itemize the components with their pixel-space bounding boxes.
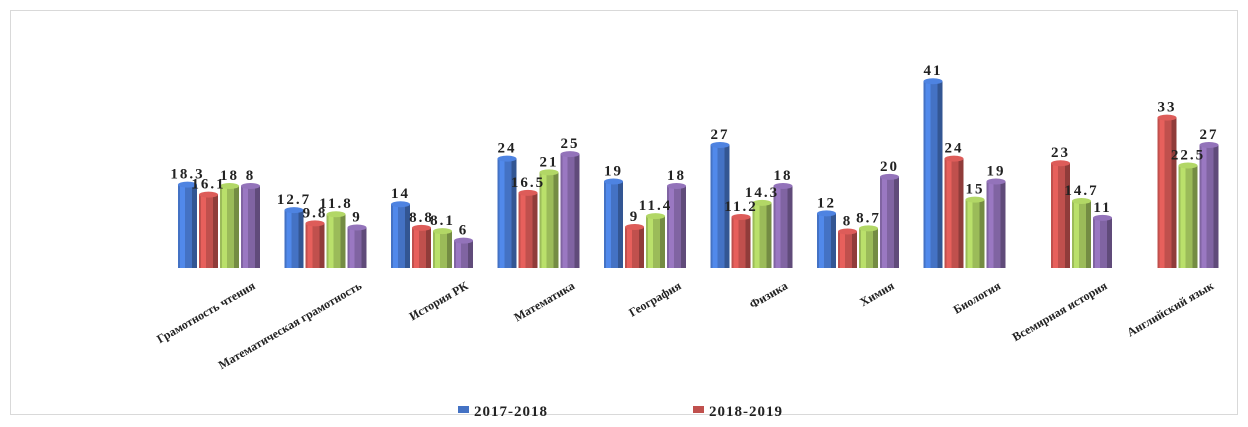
value-label: 8.7 (856, 210, 881, 226)
bar (667, 183, 686, 268)
value-label: 27 (1200, 127, 1219, 143)
value-label: 14.7 (1064, 183, 1098, 199)
bar (1178, 162, 1198, 268)
bar (731, 213, 751, 268)
value-label: 8 (843, 214, 853, 230)
value-label: 16.1 (191, 177, 225, 193)
value-label: 24 (498, 141, 517, 157)
category-label: Всемирная история (1010, 278, 1110, 344)
bar (986, 178, 1006, 268)
value-label: 14 (391, 186, 410, 202)
bar (412, 224, 431, 268)
value-label: 24 (945, 141, 964, 157)
value-label: 18 (220, 168, 239, 184)
value-label: 11.4 (639, 198, 672, 214)
legend-label: 2018-2019 (709, 404, 783, 420)
value-label: 33 (1158, 100, 1177, 116)
value-label: 8.1 (430, 213, 455, 229)
bar (539, 169, 559, 268)
bars-layer (178, 78, 1219, 269)
bar (241, 183, 260, 268)
bar (518, 189, 538, 268)
value-label: 20 (880, 159, 899, 175)
category-label: Английский язык (1124, 278, 1216, 339)
legend: 2017-2018 2018-2019 (458, 404, 783, 420)
bar (199, 191, 218, 268)
value-label: 19 (987, 163, 1006, 179)
category-label: Физика (747, 278, 790, 311)
bar (305, 220, 325, 268)
value-label: 18 (667, 168, 686, 184)
legend-swatch (458, 406, 469, 413)
value-label: 8.8 (409, 210, 434, 226)
legend-item: 2018-2019 (693, 404, 783, 420)
value-label: 21 (540, 154, 559, 170)
bar (1072, 198, 1091, 268)
bar (1093, 214, 1112, 268)
bar (454, 237, 473, 268)
category-label: История РК (407, 278, 471, 323)
legend-item: 2017-2018 (458, 404, 548, 420)
category-label: География (626, 278, 684, 319)
value-label: 27 (711, 127, 730, 143)
value-label: 11.2 (724, 199, 757, 215)
bar (838, 228, 857, 268)
bar (710, 142, 730, 268)
bar (923, 78, 943, 268)
bar (646, 213, 665, 268)
value-label: 12.7 (277, 192, 311, 208)
value-label: 16.5 (511, 175, 545, 191)
bar (944, 155, 964, 268)
bar (880, 173, 899, 268)
value-label: 22.5 (1171, 148, 1205, 164)
category-label: Математика (511, 278, 577, 324)
value-label: 9 (352, 209, 362, 225)
bar (604, 178, 623, 268)
bar (560, 151, 580, 268)
category-label: Грамотность чтения (154, 278, 258, 346)
value-label: 8 (246, 168, 256, 184)
bar (859, 225, 878, 268)
bar (178, 181, 197, 268)
bar (773, 183, 793, 268)
value-label: 23 (1051, 145, 1070, 161)
value-label: 18.3 (170, 167, 204, 183)
legend-label: 2017-2018 (474, 404, 548, 420)
bar (284, 207, 304, 268)
bar (965, 196, 985, 268)
legend-swatch (693, 406, 704, 413)
value-label: 19 (604, 163, 623, 179)
value-label: 11.8 (319, 196, 352, 212)
value-label: 41 (924, 63, 943, 79)
bar (220, 183, 239, 268)
value-label: 18 (774, 168, 793, 184)
bar (347, 224, 367, 268)
bar (433, 228, 452, 268)
value-label: 14.3 (745, 185, 779, 201)
bar (1051, 160, 1070, 268)
value-labels-layer: 18.316.118 812.79.811.89148.88.162416.521… (170, 63, 1219, 239)
value-label: 6 (459, 223, 469, 239)
value-label: 11 (1093, 200, 1111, 216)
bar (752, 199, 772, 268)
bar (1157, 114, 1177, 269)
value-label: 12 (817, 195, 836, 211)
bar (625, 224, 644, 268)
value-label: 25 (561, 136, 580, 152)
bar (1199, 142, 1219, 268)
value-label: 9 (630, 209, 640, 225)
bar (497, 155, 517, 268)
bar (326, 211, 346, 268)
category-label: Биология (951, 278, 1004, 317)
bar (817, 210, 836, 268)
category-label: Химия (857, 278, 897, 309)
value-label: 9.8 (303, 205, 328, 221)
bar (391, 201, 410, 268)
value-label: 15 (966, 182, 985, 198)
